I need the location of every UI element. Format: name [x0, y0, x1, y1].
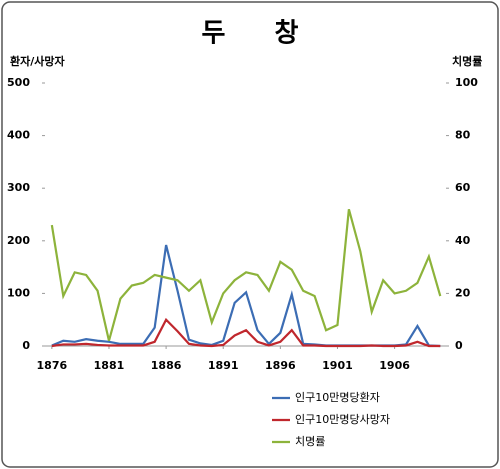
y2-tick-label: 100 — [455, 76, 478, 89]
y-tick-label: 500 — [7, 76, 30, 89]
x-tick-label: 1876 — [37, 359, 68, 372]
x-tick-label: 1881 — [94, 359, 125, 372]
legend-label: 인구10만명당환자 — [295, 391, 380, 404]
y-tick-label: 300 — [7, 181, 30, 194]
y2-axis-label: 치명률 — [452, 54, 482, 68]
series-line — [51, 317, 441, 348]
x-tick-label: 1896 — [265, 359, 296, 372]
x-tick-label: 1906 — [379, 359, 410, 372]
y-tick-label: 0 — [22, 339, 30, 352]
y2-tick-label: 80 — [455, 129, 471, 142]
y-tick-label: 100 — [7, 286, 30, 299]
y-tick-label: 400 — [7, 129, 30, 142]
x-tick-label: 1891 — [208, 359, 239, 372]
series-line — [50, 208, 442, 342]
y2-tick-label: 60 — [455, 181, 471, 194]
y2-tick-label: 40 — [455, 234, 471, 247]
chart-title: 두 창 — [202, 19, 299, 49]
y-axis-label: 환자/사망자 — [10, 54, 65, 68]
legend-label: 인구10만명당사망자 — [295, 413, 390, 426]
legend-label: 치명률 — [295, 435, 325, 448]
y2-tick-label: 0 — [455, 339, 463, 352]
y2-tick-label: 20 — [455, 286, 471, 299]
x-tick-label: 1886 — [151, 359, 182, 372]
x-tick-label: 1901 — [322, 359, 353, 372]
y-tick-label: 200 — [7, 234, 30, 247]
